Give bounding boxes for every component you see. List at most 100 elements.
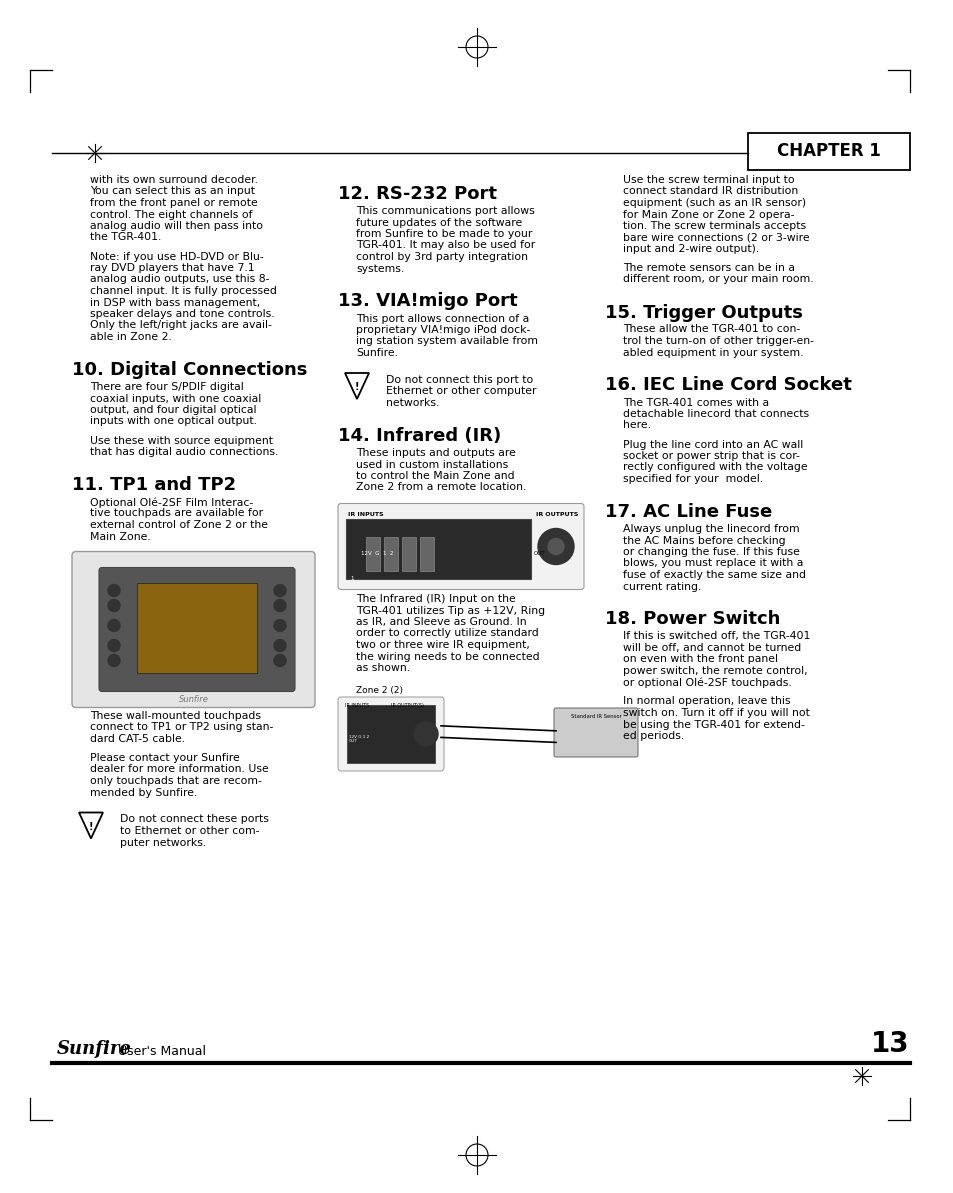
Text: channel input. It is fully processed: channel input. It is fully processed: [90, 286, 276, 296]
Text: fuse of exactly the same size and: fuse of exactly the same size and: [622, 570, 805, 580]
Text: proprietary VIA!migo iPod dock-: proprietary VIA!migo iPod dock-: [355, 324, 530, 335]
Text: specified for your  model.: specified for your model.: [622, 474, 762, 484]
Text: only touchpads that are recom-: only touchpads that are recom-: [90, 775, 262, 786]
Text: Only the left/right jacks are avail-: Only the left/right jacks are avail-: [90, 321, 272, 330]
Text: tion. The screw terminals accepts: tion. The screw terminals accepts: [622, 221, 805, 231]
Text: In normal operation, leave this: In normal operation, leave this: [622, 697, 790, 706]
Text: Ethernet or other computer: Ethernet or other computer: [386, 387, 536, 396]
Text: systems.: systems.: [355, 264, 404, 273]
Text: Always unplug the linecord from: Always unplug the linecord from: [622, 524, 799, 534]
Text: 16. IEC Line Cord Socket: 16. IEC Line Cord Socket: [604, 377, 851, 395]
Text: dealer for more information. Use: dealer for more information. Use: [90, 765, 269, 774]
Text: IR INPUTS: IR INPUTS: [345, 703, 369, 707]
Text: output, and four digital optical: output, and four digital optical: [90, 404, 256, 415]
Text: in DSP with bass management,: in DSP with bass management,: [90, 297, 260, 308]
Text: with its own surround decoder.: with its own surround decoder.: [90, 175, 257, 185]
Text: 11. TP1 and TP2: 11. TP1 and TP2: [71, 476, 236, 494]
Text: If this is switched off, the TGR-401: If this is switched off, the TGR-401: [622, 631, 809, 642]
Text: Please contact your Sunfire: Please contact your Sunfire: [90, 753, 239, 764]
FancyBboxPatch shape: [337, 697, 443, 771]
Circle shape: [547, 538, 563, 555]
Text: as shown.: as shown.: [355, 663, 410, 673]
Text: These allow the TGR-401 to con-: These allow the TGR-401 to con-: [622, 324, 800, 334]
Text: socket or power strip that is cor-: socket or power strip that is cor-: [622, 451, 799, 460]
Text: to Ethernet or other com-: to Ethernet or other com-: [120, 826, 259, 836]
Text: coaxial inputs, with one coaxial: coaxial inputs, with one coaxial: [90, 394, 261, 403]
Text: used in custom installations: used in custom installations: [355, 459, 508, 470]
Text: Use these with source equipment: Use these with source equipment: [90, 435, 273, 445]
Text: Standard IR Sensor: Standard IR Sensor: [570, 713, 620, 719]
Text: 12. RS-232 Port: 12. RS-232 Port: [337, 185, 497, 203]
Text: abled equipment in your system.: abled equipment in your system.: [622, 347, 802, 358]
Text: Do not connect these ports: Do not connect these ports: [120, 815, 269, 824]
Text: IR OUTPUT(S): IR OUTPUT(S): [391, 703, 423, 707]
Text: IR OUTPUTS: IR OUTPUTS: [536, 512, 578, 517]
Bar: [747, 132, 909, 169]
Text: blows, you must replace it with a: blows, you must replace it with a: [622, 558, 802, 569]
Text: The remote sensors can be in a: The remote sensors can be in a: [622, 262, 794, 273]
Text: or optional Olé-2SF touchpads.: or optional Olé-2SF touchpads.: [622, 678, 791, 688]
Text: Sunfire: Sunfire: [57, 1040, 132, 1058]
Text: !: !: [355, 382, 359, 392]
Text: mended by Sunfire.: mended by Sunfire.: [90, 787, 197, 797]
Text: external control of Zone 2 or the: external control of Zone 2 or the: [90, 520, 268, 530]
Text: current rating.: current rating.: [622, 581, 700, 592]
Circle shape: [274, 639, 286, 651]
Text: Sunfire: Sunfire: [178, 696, 208, 705]
Text: Optional Olé-2SF Film Interac-: Optional Olé-2SF Film Interac-: [90, 497, 253, 507]
Text: switch on. Turn it off if you will not: switch on. Turn it off if you will not: [622, 707, 809, 718]
Text: input and 2-wire output).: input and 2-wire output).: [622, 245, 759, 254]
Text: connect standard IR distribution: connect standard IR distribution: [622, 186, 798, 197]
Text: There are four S/PDIF digital: There are four S/PDIF digital: [90, 382, 244, 392]
FancyBboxPatch shape: [337, 503, 583, 589]
Text: ray DVD players that have 7.1: ray DVD players that have 7.1: [90, 262, 254, 273]
Bar: [347, 705, 435, 764]
Text: TGR-401 utilizes Tip as +12V, Ring: TGR-401 utilizes Tip as +12V, Ring: [355, 606, 544, 616]
Text: connect to TP1 or TP2 using stan-: connect to TP1 or TP2 using stan-: [90, 723, 274, 733]
Text: ing station system available from: ing station system available from: [355, 336, 537, 346]
Text: different room, or your main room.: different room, or your main room.: [622, 274, 813, 284]
Circle shape: [274, 585, 286, 596]
Text: detachable linecord that connects: detachable linecord that connects: [622, 409, 808, 419]
Text: 1: 1: [350, 575, 354, 581]
Circle shape: [414, 722, 437, 746]
Text: This port allows connection of a: This port allows connection of a: [355, 314, 529, 323]
Text: the wiring needs to be connected: the wiring needs to be connected: [355, 651, 539, 661]
Text: speaker delays and tone controls.: speaker delays and tone controls.: [90, 309, 274, 319]
Text: User's Manual: User's Manual: [113, 1045, 206, 1058]
Text: Zone 2 from a remote location.: Zone 2 from a remote location.: [355, 482, 526, 493]
Text: from the front panel or remote: from the front panel or remote: [90, 198, 257, 208]
Text: TGR-401. It may also be used for: TGR-401. It may also be used for: [355, 241, 535, 251]
Text: These inputs and outputs are: These inputs and outputs are: [355, 449, 516, 458]
Circle shape: [108, 600, 120, 612]
FancyBboxPatch shape: [554, 707, 638, 758]
Bar: [401, 537, 416, 570]
Text: The TGR-401 comes with a: The TGR-401 comes with a: [622, 397, 768, 408]
Text: ed periods.: ed periods.: [622, 731, 683, 741]
Text: networks.: networks.: [386, 398, 439, 408]
Text: 12V  G  1  2: 12V G 1 2: [360, 551, 393, 556]
Text: 17. AC Line Fuse: 17. AC Line Fuse: [604, 503, 771, 521]
Text: power switch, the remote control,: power switch, the remote control,: [622, 666, 807, 676]
Text: on even with the front panel: on even with the front panel: [622, 655, 778, 665]
Text: to control the Main Zone and: to control the Main Zone and: [355, 471, 514, 481]
Circle shape: [274, 655, 286, 667]
Text: Do not connect this port to: Do not connect this port to: [386, 375, 533, 385]
Text: 18. Power Switch: 18. Power Switch: [604, 611, 780, 629]
Text: able in Zone 2.: able in Zone 2.: [90, 332, 172, 342]
Circle shape: [274, 600, 286, 612]
Circle shape: [108, 655, 120, 667]
Text: You can select this as an input: You can select this as an input: [90, 186, 254, 197]
Bar: [366, 537, 379, 570]
Text: control by 3rd party integration: control by 3rd party integration: [355, 252, 527, 262]
Bar: [419, 537, 434, 570]
Circle shape: [108, 585, 120, 596]
Text: IR INPUTS: IR INPUTS: [348, 512, 383, 517]
Circle shape: [108, 619, 120, 631]
Bar: [346, 519, 531, 579]
FancyBboxPatch shape: [99, 568, 294, 692]
Text: from Sunfire to be made to your: from Sunfire to be made to your: [355, 229, 532, 239]
FancyBboxPatch shape: [71, 551, 314, 707]
Text: trol the turn-on of other trigger-en-: trol the turn-on of other trigger-en-: [622, 336, 813, 346]
Text: puter networks.: puter networks.: [120, 837, 206, 847]
